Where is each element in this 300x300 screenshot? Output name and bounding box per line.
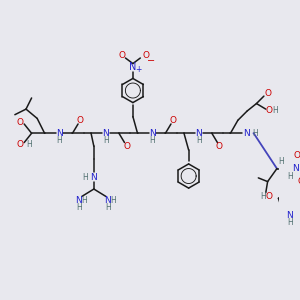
Text: H: H <box>26 140 32 149</box>
Text: −: − <box>147 56 155 66</box>
Text: N: N <box>91 173 97 182</box>
Text: H: H <box>57 136 62 145</box>
Text: N: N <box>196 129 202 138</box>
Text: N: N <box>286 212 293 220</box>
Text: H: H <box>252 129 258 138</box>
Text: +: + <box>135 65 142 74</box>
Text: O: O <box>17 118 24 127</box>
Text: O: O <box>142 51 149 60</box>
Text: O: O <box>17 140 24 149</box>
Text: O: O <box>266 192 273 201</box>
Text: H: H <box>82 173 88 182</box>
Text: O: O <box>76 116 83 125</box>
Text: N: N <box>243 129 250 138</box>
Text: O: O <box>298 177 300 186</box>
Text: N: N <box>56 129 63 138</box>
Text: H: H <box>105 203 111 212</box>
Text: O: O <box>118 51 125 60</box>
Text: N: N <box>76 196 82 205</box>
Text: H: H <box>260 192 266 201</box>
Text: H: H <box>287 172 293 181</box>
Text: N: N <box>149 129 156 138</box>
Text: N: N <box>129 62 137 72</box>
Text: H: H <box>76 203 82 212</box>
Text: H: H <box>196 136 202 145</box>
Text: N: N <box>104 196 111 205</box>
Text: H: H <box>110 196 116 205</box>
Text: H: H <box>103 136 109 145</box>
Text: H: H <box>149 136 155 145</box>
Text: O: O <box>124 142 131 151</box>
Text: O: O <box>216 142 223 151</box>
Text: H: H <box>278 157 284 166</box>
Text: H: H <box>272 106 278 116</box>
Text: H: H <box>82 196 87 205</box>
Text: N: N <box>103 129 109 138</box>
Text: O: O <box>169 116 176 125</box>
Text: N: N <box>292 164 299 173</box>
Text: H: H <box>287 218 293 227</box>
Text: O: O <box>266 106 273 116</box>
Text: O: O <box>294 151 300 160</box>
Text: O: O <box>264 89 271 98</box>
